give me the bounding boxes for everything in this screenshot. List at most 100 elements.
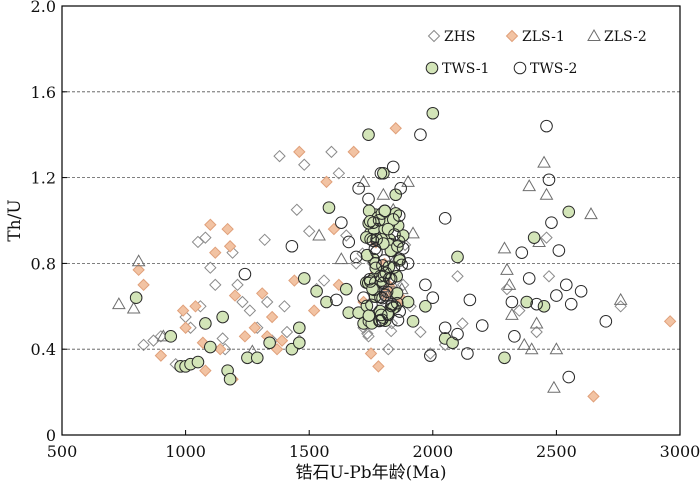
data-point-zhs — [273, 149, 286, 163]
x-tick-label: 1000 — [165, 442, 206, 461]
data-point-zls-2 — [522, 179, 537, 192]
data-point-tws-1 — [446, 336, 459, 350]
data-point-zls-1 — [221, 222, 234, 236]
data-point-tws-2 — [540, 119, 553, 133]
legend-label: ZHS — [444, 29, 476, 45]
data-point-tws-2 — [414, 128, 427, 141]
data-point-zls-1 — [663, 315, 677, 328]
data-point-zhs — [614, 300, 627, 313]
data-point-tws-1 — [520, 295, 534, 309]
data-point-tws-2 — [390, 296, 404, 310]
legend-marker — [587, 28, 601, 41]
data-point-zls-2 — [126, 301, 141, 314]
y-tick-label: 1.6 — [31, 83, 56, 102]
data-point-zhs — [414, 325, 427, 339]
data-point-zhs — [542, 270, 556, 283]
data-point-tws-2 — [475, 319, 489, 332]
data-point-zhs — [302, 225, 316, 238]
data-point-zhs — [382, 342, 395, 356]
gridlines — [62, 91, 680, 350]
data-point-tws-2 — [550, 289, 563, 302]
data-point-tws-2 — [393, 305, 406, 318]
data-point-zls-2 — [613, 292, 628, 305]
data-point-tws-1 — [389, 188, 403, 202]
data-point-zhs — [298, 158, 311, 171]
data-point-tws-1 — [310, 284, 323, 298]
data-point-zls-1 — [137, 278, 150, 292]
data-point-tws-2 — [438, 212, 452, 225]
data-point-zls-2 — [131, 254, 146, 267]
data-point-zhs — [530, 325, 543, 339]
data-point-tws-2 — [365, 298, 378, 312]
data-point-zls-1 — [327, 222, 341, 236]
data-point-tws-1 — [204, 340, 217, 354]
data-point-zls-1 — [320, 175, 333, 189]
data-point-zls-1 — [364, 347, 378, 360]
data-point-tws-2 — [357, 291, 370, 305]
data-point-zhs — [258, 233, 271, 247]
data-point-tws-1 — [562, 205, 576, 219]
data-point-zls-1 — [204, 218, 217, 231]
data-point-zls-2 — [529, 316, 544, 329]
axis-ticks: 500 1000 1500 2000 2500 3000 0 0.4 0.8 1.2 1.6 2.0 — [31, 0, 700, 461]
data-point-zls-1 — [347, 145, 360, 159]
data-point-tws-1 — [451, 250, 464, 264]
data-point-zhs — [278, 300, 291, 313]
data-point-tws-2 — [342, 235, 356, 249]
data-point-tws-2 — [564, 297, 578, 311]
x-tick-label: 2500 — [536, 442, 577, 461]
data-point-tws-1 — [527, 231, 541, 244]
data-point-zhs — [361, 327, 374, 340]
data-point-tws-2 — [392, 235, 406, 248]
data-point-tws-2 — [392, 209, 406, 222]
data-point-tws-2 — [599, 315, 613, 328]
series-tws-2 — [238, 119, 613, 384]
data-point-zhs — [236, 295, 249, 309]
data-point-zhs — [137, 338, 150, 352]
data-point-tws-2 — [374, 269, 387, 283]
data-point-zls-2 — [549, 342, 564, 355]
data-point-tws-2 — [376, 291, 389, 305]
data-point-zhs — [209, 278, 222, 292]
data-point-zls-2 — [547, 380, 561, 393]
data-point-zhs — [154, 330, 168, 343]
data-point-tws-2 — [362, 192, 375, 206]
legend: ZHS ZLS-1 ZLS-2 TWS-1 TWS-2 — [425, 28, 647, 77]
data-point-tws-1 — [322, 201, 336, 214]
data-point-tws-1 — [293, 336, 306, 350]
data-point-zhs — [216, 332, 229, 345]
data-point-zhs — [456, 317, 469, 330]
data-point-tws-2 — [372, 213, 386, 227]
data-point-tws-2 — [530, 297, 543, 311]
data-point-tws-2 — [438, 321, 452, 335]
data-point-tws-2 — [463, 293, 477, 307]
y-tick-label: 1.2 — [31, 169, 56, 188]
data-point-zhs — [384, 324, 398, 338]
data-point-zls-1 — [199, 364, 212, 377]
data-point-tws-2 — [378, 254, 391, 267]
data-point-zls-2 — [524, 342, 539, 355]
data-point-zls-2 — [356, 174, 371, 187]
x-tick-label: 500 — [47, 442, 78, 461]
data-point-zls-2 — [111, 297, 126, 310]
data-point-tws-2 — [419, 278, 432, 292]
data-point-zls-1 — [228, 289, 242, 302]
data-point-zhs — [513, 304, 526, 317]
data-point-zhs — [317, 274, 331, 287]
x-tick-label: 2000 — [412, 442, 453, 461]
legend-marker — [425, 61, 439, 75]
data-point-tws-1 — [339, 282, 353, 296]
data-point-zls-1 — [223, 240, 237, 253]
data-point-tws-2 — [366, 234, 380, 247]
data-point-tws-2 — [461, 347, 474, 360]
data-point-zhs — [500, 282, 514, 296]
data-point-zls-1 — [179, 321, 192, 334]
data-point-zhs — [396, 278, 410, 292]
data-point-zls-2 — [584, 207, 598, 220]
data-point-tws-2 — [386, 160, 400, 174]
y-tick-label: 2.0 — [31, 0, 56, 16]
data-point-tws-2 — [394, 182, 407, 195]
data-point-zls-2 — [537, 155, 551, 168]
data-point-zls-2 — [502, 277, 517, 290]
